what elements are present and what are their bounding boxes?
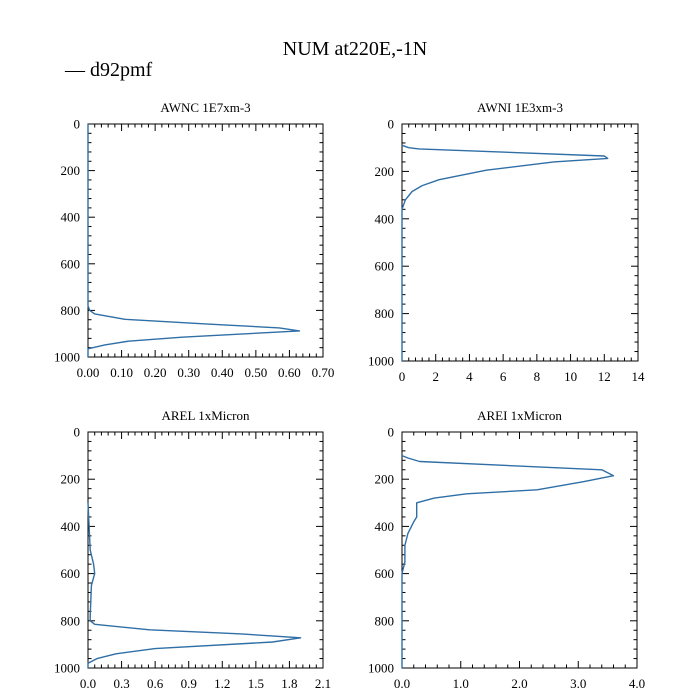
x-tick-label: 14 [632,369,646,384]
y-tick-label: 0 [74,117,81,132]
x-tick-label: 0.50 [244,365,267,380]
panel-title: AREL 1xMicron [162,408,250,423]
legend: — d92pmf [64,59,153,81]
y-tick-label: 600 [375,566,395,581]
x-tick-label: 2 [432,369,439,384]
x-tick-label: 2.0 [511,676,527,691]
panel-1: AWNC 1E7xm-3 0.00 0.10 0.20 0.30 0.40 0.50 0.60… [54,100,334,380]
x-tick-label: 4 [466,369,473,384]
y-tick-label: 400 [61,519,81,534]
x-tick-label: 8 [534,369,541,384]
series-line-d92pmf [87,502,302,668]
panel-title: AREI 1xMicron [477,408,562,423]
panel-4: AREI 1xMicron 0.0 1.0 2.0 3.0 4.0 0 200 400 600 80… [368,408,645,691]
y-tick-label: 1000 [368,354,394,369]
panel-2: AWNI 1E3xm-3 0 2 4 6 8 10 12 14 0 200 400 600 800 1000 [368,100,645,384]
y-tick-label: 0 [74,425,81,440]
y-tick-label: 200 [61,163,81,178]
y-tick-label: 0 [388,117,395,132]
x-tick-label: 10 [564,369,577,384]
x-tick-label: 0.9 [181,676,197,691]
panel-3: AREL 1xMicron 0.0 0.3 0.6 0.9 1.2 1.5 1.8 2.1 0 20… [54,408,331,691]
series-line-d92pmf [87,124,301,357]
y-tick-label: 200 [375,472,395,487]
x-tick-label: 0.60 [278,365,301,380]
x-tick-label: 1.0 [453,676,469,691]
x-tick-label: 6 [500,369,507,384]
x-tick-label: 0.00 [77,365,100,380]
plot-frame [87,431,324,669]
x-tick-label: 2.1 [315,676,331,691]
x-tick-label: 1.2 [214,676,230,691]
series-line-d92pmf [401,454,615,668]
y-tick-label: 1000 [54,350,80,365]
panel-title: AWNC 1E7xm-3 [160,100,250,115]
y-tick-label: 1000 [54,661,80,676]
y-tick-label: 400 [61,210,81,225]
y-tick-label: 600 [61,256,81,271]
x-tick-label: 1.5 [248,676,264,691]
y-tick-label: 800 [375,306,395,321]
y-tick-label: 800 [61,303,81,318]
x-tick-label: 0.0 [80,676,96,691]
legend-label: d92pmf [90,59,153,81]
y-tick-label: 600 [375,259,395,274]
legend-marker: — [64,59,86,81]
x-tick-label: 0.70 [312,365,335,380]
y-tick-label: 200 [61,472,81,487]
y-tick-label: 0 [388,425,395,440]
x-tick-label: 12 [598,369,611,384]
x-tick-label: 0.10 [110,365,133,380]
plot-frame [401,123,639,362]
x-tick-label: 0.3 [113,676,129,691]
y-tick-label: 200 [375,164,395,179]
x-tick-label: 4.0 [629,676,645,691]
chart-panels: AWNC 1E7xm-30.00 0.10 0.20 0.30 0.40 0.50 0.60… [54,100,645,691]
y-tick-label: 1000 [368,661,394,676]
series-line-d92pmf [401,144,609,361]
y-tick-label: 800 [375,613,395,628]
x-tick-label: 3.0 [570,676,586,691]
y-tick-label: 400 [375,519,395,534]
x-tick-label: 0 [399,369,406,384]
x-tick-label: 1.8 [281,676,297,691]
y-tick-label: 600 [61,566,81,581]
x-tick-label: 0.6 [147,676,164,691]
y-tick-label: 400 [375,211,395,226]
figure-title: NUM at220E,-1N [283,38,427,60]
x-tick-label: 0.0 [394,676,410,691]
y-tick-label: 800 [61,613,81,628]
x-tick-label: 0.20 [144,365,167,380]
plot-frame [87,123,324,358]
x-tick-label: 0.30 [177,365,200,380]
plot-frame [401,431,638,669]
panel-title: AWNI 1E3xm-3 [477,100,563,115]
x-tick-label: 0.40 [211,365,234,380]
